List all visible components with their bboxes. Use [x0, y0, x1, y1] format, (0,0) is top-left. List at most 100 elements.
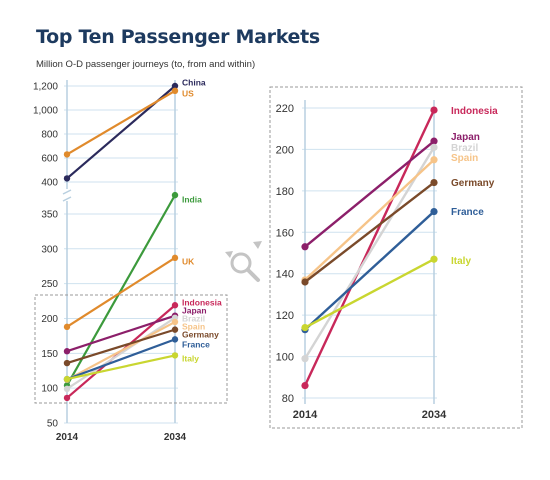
right-x-tick-label-2034: 2034 — [422, 409, 447, 421]
left-point-germany-2034 — [171, 326, 179, 333]
right-series-label-indonesia: Indonesia — [451, 106, 498, 117]
left-zoom-region-box — [34, 294, 228, 404]
right-zoom-frame — [269, 86, 523, 429]
right-y-tick-label-180: 180 — [276, 186, 294, 198]
right-series-label-france: France — [451, 207, 484, 218]
right-series-line-france — [304, 210, 435, 331]
right-point-italy-2014 — [301, 323, 309, 332]
left-point-us-2034 — [171, 87, 179, 95]
left-point-italy-2014 — [63, 375, 71, 383]
left-point-india-2034 — [171, 191, 179, 199]
left-series-line-brazil — [66, 316, 176, 390]
right-y-tick-label-220: 220 — [276, 103, 294, 115]
right-point-indonesia-2034 — [430, 106, 438, 114]
left-series-line-spain — [66, 320, 176, 381]
left-y-tick-label-300: 300 — [41, 244, 58, 255]
magnifier-icon — [225, 241, 262, 282]
right-series-label-italy: Italy — [451, 256, 471, 267]
right-series-line-germany — [304, 181, 435, 283]
left-point-germany-2014 — [63, 359, 71, 367]
left-point-japan-2014 — [63, 348, 71, 355]
left-axis-break-gap — [62, 189, 72, 201]
left-y-tick-label-1-200: 1,200 — [33, 82, 58, 93]
left-y-tick-label-250: 250 — [41, 279, 58, 290]
right-series-line-spain — [304, 158, 435, 281]
right-chart: 80 100 120 140 160 180 200 220 2014 2034 Indonesia… — [269, 86, 523, 429]
right-series-line-italy — [304, 258, 435, 329]
right-point-brazil-2034 — [430, 143, 438, 151]
left-point-brazil-2014 — [63, 385, 71, 393]
right-point-indonesia-2014 — [301, 381, 309, 390]
left-point-uk-2034 — [171, 254, 179, 262]
left-point-china-2034 — [171, 82, 179, 90]
left-series-label-italy: Italy — [182, 354, 199, 364]
left-x-tick-label-2034: 2034 — [164, 432, 187, 443]
left-series-line-germany — [66, 328, 176, 365]
right-series-line-brazil — [303, 146, 436, 360]
left-axis-break-mark — [62, 196, 72, 202]
right-series-line-japan — [304, 140, 435, 248]
left-point-indonesia-2034 — [171, 302, 179, 309]
right-series-label-brazil: Brazil — [451, 143, 478, 154]
left-series-label-us: US — [182, 89, 194, 99]
right-y-tick-label-100: 100 — [276, 352, 294, 364]
arrow-left-icon — [225, 251, 233, 258]
left-point-china-2014 — [63, 175, 71, 182]
left-series-line-us — [66, 89, 176, 156]
right-point-spain-2034 — [430, 156, 438, 164]
left-series-label-germany: Germany — [182, 330, 219, 340]
left-point-italy-2034 — [171, 352, 179, 359]
magnifier-lens — [230, 252, 252, 274]
left-y-tick-label-400: 400 — [41, 178, 58, 189]
left-series-label-india: India — [182, 195, 202, 205]
left-series-label-china: China — [182, 78, 206, 88]
left-series-label-japan: Japan — [182, 306, 207, 316]
right-point-italy-2034 — [430, 255, 438, 263]
left-series-label-uk: UK — [182, 257, 195, 267]
right-y-tick-label-80: 80 — [282, 393, 294, 405]
left-point-spain-2034 — [171, 318, 179, 326]
left-series-line-italy — [66, 354, 176, 381]
left-y-tick-label-200: 200 — [41, 314, 58, 325]
left-series-line-india — [66, 194, 176, 386]
right-y-tick-label-120: 120 — [276, 310, 294, 322]
left-series-line-france — [66, 338, 176, 381]
left-point-indonesia-2014 — [63, 394, 71, 402]
left-series-label-indonesia: Indonesia — [182, 298, 222, 308]
left-point-uk-2014 — [63, 323, 71, 331]
left-axis-break-mark — [62, 189, 72, 195]
left-point-france-2034 — [171, 336, 179, 343]
left-point-us-2014 — [63, 151, 71, 158]
left-y-tick-label-50: 50 — [47, 419, 59, 430]
right-series-label-japan: Japan — [451, 132, 480, 143]
right-point-brazil-2014 — [301, 355, 309, 363]
left-y-tick-label-350: 350 — [41, 209, 58, 220]
left-series-line-japan — [66, 314, 176, 353]
left-series-label-brazil: Brazil — [182, 314, 205, 324]
right-series-line-indonesia — [303, 109, 436, 387]
right-x-tick-label-2014: 2014 — [293, 409, 318, 421]
right-series-label-germany: Germany — [451, 178, 495, 189]
left-chart: 400 600 800 1,000 1,200 50 100 150 200 250 300 350 2… — [33, 78, 228, 443]
right-point-japan-2014 — [301, 243, 309, 251]
right-y-tick-label-200: 200 — [276, 144, 294, 156]
magnifier-handle — [246, 268, 260, 282]
left-series-line-uk — [66, 256, 176, 328]
right-y-tick-label-160: 160 — [276, 227, 294, 239]
right-point-germany-2034 — [430, 178, 438, 187]
left-series-label-spain: Spain — [182, 322, 205, 332]
right-point-france-2034 — [430, 207, 438, 216]
left-series-label-france: France — [182, 340, 210, 350]
left-y-tick-label-1-000: 1,000 — [33, 106, 58, 117]
right-point-germany-2014 — [301, 278, 309, 286]
left-y-tick-label-150: 150 — [41, 349, 58, 360]
left-x-tick-label-2014: 2014 — [56, 432, 79, 443]
arrow-right-icon — [253, 241, 262, 249]
left-y-tick-label-100: 100 — [41, 384, 58, 395]
right-point-japan-2034 — [430, 137, 438, 145]
right-y-tick-label-140: 140 — [276, 269, 294, 281]
chart-subtitle: Million O-D passenger journeys (to, from… — [36, 59, 256, 70]
left-y-tick-label-600: 600 — [41, 154, 58, 165]
left-y-tick-label-800: 800 — [41, 130, 58, 141]
